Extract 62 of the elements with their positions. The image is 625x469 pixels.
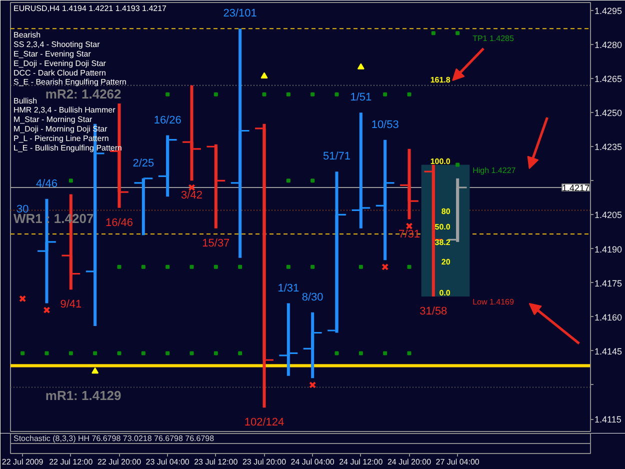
y-tick-label: 1.4175 <box>594 278 622 288</box>
text: 1/31 <box>278 282 300 294</box>
x-tick-label: 27 Jul 04:00 <box>436 458 480 466</box>
annotation: 50.0 <box>434 222 451 232</box>
annotation: 100.0 <box>430 156 451 166</box>
x-tick-label: 24 Jul 12:00 <box>339 458 384 466</box>
y-tick-label: 1.4160 <box>594 312 622 322</box>
y-tick-label: 1.4115 <box>594 414 622 425</box>
annotation: SS 2,3,4 - Shooting Star <box>13 40 100 50</box>
annotation: 38.2 <box>434 238 451 248</box>
x-tick-label: 24 Jul 20:00 <box>387 458 432 466</box>
text: 31/58 <box>420 305 448 318</box>
text: 4/46 <box>36 178 58 190</box>
text: Stochastic (8,3,3) HH 76.6798 73.0218 76.6798 76.6798 <box>13 434 215 443</box>
chart-title: EURUSD,H4 1.4194 1.4221 1.4193 1.4217 <box>13 4 168 13</box>
text: 7/31 <box>398 228 420 240</box>
text: 9/41 <box>60 298 82 311</box>
annotation: M_Star - Morning Star <box>13 115 93 124</box>
text: 102/124 <box>244 416 284 429</box>
text: 16/26 <box>154 114 182 126</box>
annotation: HMR 2,3,4 - Bullish Hammer <box>13 106 116 115</box>
text: 1/51 <box>350 92 372 104</box>
annotation: 30 <box>16 204 29 216</box>
y-tick-label: 1.4250 <box>594 108 622 118</box>
annotation: DCC - Dark Cloud Pattern <box>13 68 106 78</box>
annotation: Bearish <box>13 30 41 40</box>
annotation: mR2: 1.4262 <box>45 86 122 102</box>
annotation: 0.0 <box>439 288 451 298</box>
x-tick-label: 22 Jul 20:00 <box>97 458 142 466</box>
y-tick-label: 1.4265 <box>594 74 622 84</box>
annotation: 80 <box>441 207 451 216</box>
text: 10/53 <box>371 118 399 131</box>
text: 51/71 <box>322 150 351 163</box>
annotation: Low 1.4169 <box>472 297 514 306</box>
text: 8/30 <box>302 291 324 304</box>
x-tick-label: 23 Jul 20:00 <box>242 458 287 466</box>
x-tick-label: 22 Jul 12:00 <box>49 458 94 466</box>
text: 2/25 <box>132 157 154 170</box>
text: 23/101 <box>223 8 257 20</box>
annotation: E_Star - Evening Star <box>13 50 92 58</box>
x-tick-label: 22 Jul 2009 <box>2 458 44 466</box>
y-tick-label: 1.4145 <box>594 346 622 356</box>
text: 3/42 <box>181 190 202 202</box>
text: 15/37 <box>202 237 230 250</box>
y-tick-label: 1.4280 <box>594 40 622 50</box>
annotation: mR1: 1.4129 <box>45 388 122 404</box>
x-tick-label: 24 Jul 04:00 <box>290 458 335 466</box>
y-tick-label: 1.4235 <box>594 142 622 152</box>
y-tick-label: 1.4205 <box>594 210 622 220</box>
y-tick-label: 1.4190 <box>594 244 622 254</box>
text: 16/46 <box>105 216 134 229</box>
annotation: Bullish <box>13 96 38 106</box>
annotation: 20 <box>441 257 451 266</box>
annotation: E_Doji - Evening Doji Star <box>13 58 106 68</box>
annotation: High 1.4227 <box>472 166 516 175</box>
annotation: 161.8 <box>430 75 451 84</box>
x-tick-label: 23 Jul 04:00 <box>146 458 190 466</box>
annotation: TP1 1.4285 <box>472 34 514 44</box>
y-tick-label: 1.4295 <box>594 6 622 16</box>
annotation: S_E - Bearish Engulfing Pattern <box>13 78 126 87</box>
x-tick-label: 23 Jul 12:00 <box>194 458 238 466</box>
ref-line-label: 1.4217 <box>562 182 590 193</box>
